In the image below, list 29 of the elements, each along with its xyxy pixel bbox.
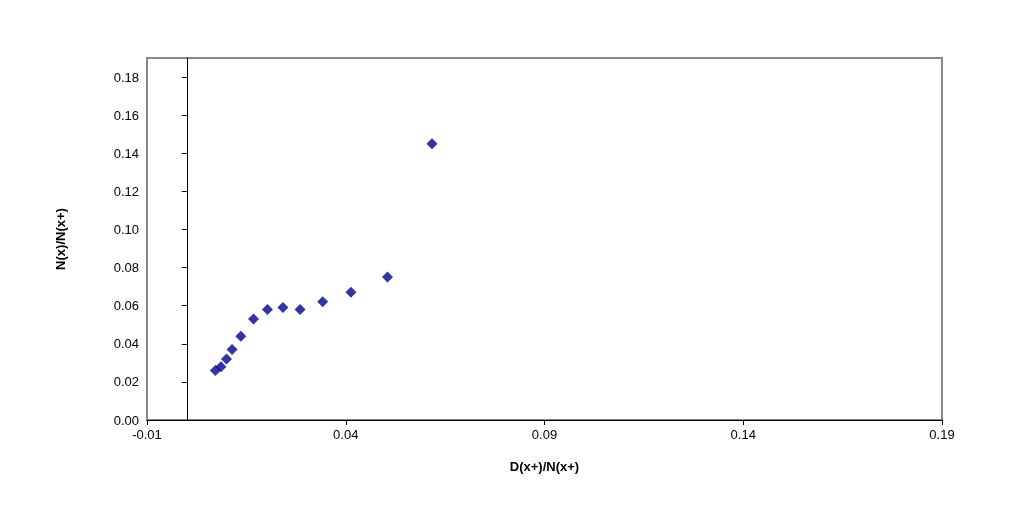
point [381,271,393,283]
y-tick-label: 0.02 [113,374,139,390]
y-tick-label: 0.16 [113,107,139,123]
y-tick-label: 0.04 [113,336,139,352]
x-tick-label: 0.14 [730,427,756,442]
point [235,330,247,342]
x-tick-label: 0.04 [333,427,359,442]
point [248,313,260,325]
x-tick-label: 0.09 [531,427,558,442]
x-axis-title: D(x+)/N(x+) [509,459,580,474]
y-tick-label: 0.18 [113,69,139,85]
y-tick-label: 0.06 [113,298,139,314]
point [277,302,289,314]
point [317,296,329,308]
point [221,353,232,365]
point [294,303,306,315]
y-tick-label: 0.10 [113,221,139,237]
y-tick-label: 0.12 [113,183,139,199]
point [261,303,273,315]
x-tick-label: -0.01 [132,427,162,442]
y-axis-title: N(x)/N(x+) [53,208,68,270]
y-tick-label: 0.00 [113,412,139,428]
point [215,361,227,373]
y-tick-label: 0.08 [113,260,139,276]
point [345,286,357,298]
point [226,344,238,356]
point [426,138,438,150]
y-tick-label: 0.14 [113,145,139,161]
x-tick-label: 0.19 [929,427,955,442]
